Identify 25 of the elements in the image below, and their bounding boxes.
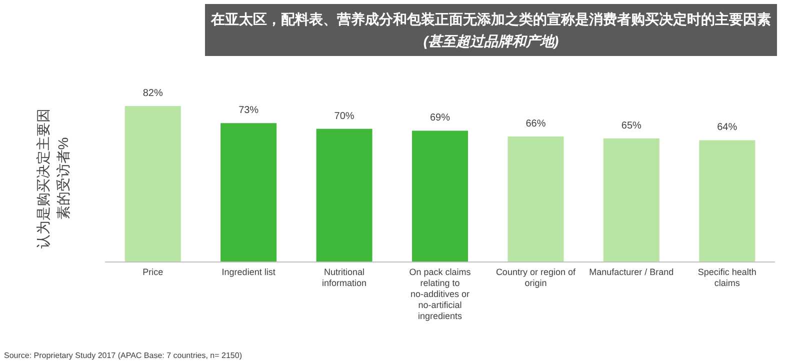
x-tick-label: Ingredient list	[222, 267, 276, 277]
x-tick-label: Nutritional information	[322, 267, 367, 288]
x-tick-label: Price	[142, 267, 164, 277]
source-note: Source: Proprietary Study 2017 (APAC Base: 7 countries, n= 2150)	[4, 351, 242, 360]
x-tick-label: Country or region of origin	[496, 267, 576, 288]
chart-subtitle: (甚至超过品牌和产地)	[423, 33, 559, 49]
data-label: 66%	[526, 118, 546, 130]
bar	[124, 106, 181, 262]
x-tick-label: Specific health claims	[698, 267, 756, 288]
bar	[603, 138, 660, 262]
data-label: 69%	[430, 112, 450, 124]
bar	[316, 128, 372, 262]
data-label: 73%	[238, 105, 259, 116]
chart-title: 在亚太区，配料表、营养成分和包装正面无添加之类的宣称是消费者购买决定时的主要因素	[210, 11, 771, 27]
data-label: 82%	[142, 88, 163, 99]
bar	[508, 136, 564, 262]
data-label: 65%	[621, 120, 642, 132]
bar	[699, 140, 756, 262]
x-tick-label: On pack claims relating to no-additives or no-artificial ingredients	[409, 267, 472, 321]
y-axis-title: 认为是购买决定主要因素的受访者%	[35, 108, 71, 248]
data-label: 70%	[334, 110, 354, 122]
x-tick-label: Manufacturer / Brand	[589, 267, 674, 277]
data-label: 64%	[717, 122, 738, 134]
bar	[220, 123, 277, 262]
bar	[412, 130, 468, 262]
